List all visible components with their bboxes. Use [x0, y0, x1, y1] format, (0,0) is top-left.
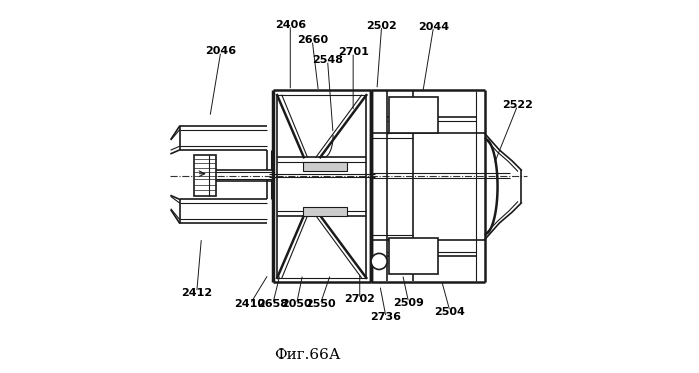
Text: 2504: 2504 [435, 307, 466, 317]
Text: 2550: 2550 [305, 299, 336, 309]
Bar [389, 97, 438, 134]
Bar [389, 238, 438, 274]
Text: 2522: 2522 [502, 100, 533, 110]
Text: 2660: 2660 [296, 35, 328, 45]
Text: 2701: 2701 [338, 47, 368, 57]
Text: 2044: 2044 [418, 22, 449, 32]
Text: 2736: 2736 [370, 312, 401, 322]
Text: 2046: 2046 [206, 46, 236, 56]
Text: 2406: 2406 [275, 20, 306, 30]
Text: 2509: 2509 [394, 298, 424, 308]
Text: 2548: 2548 [312, 55, 343, 65]
Circle shape [371, 253, 387, 269]
Text: 2412: 2412 [181, 288, 212, 298]
Text: 2702: 2702 [345, 294, 375, 304]
Text: 2410: 2410 [235, 299, 266, 309]
Text: 2050: 2050 [281, 299, 312, 309]
Text: Фиг.66А: Фиг.66А [274, 348, 340, 362]
Text: 2658: 2658 [257, 299, 288, 309]
Text: 2502: 2502 [366, 21, 397, 31]
Bar [194, 156, 216, 195]
Bar [303, 162, 347, 171]
Bar [303, 207, 347, 216]
